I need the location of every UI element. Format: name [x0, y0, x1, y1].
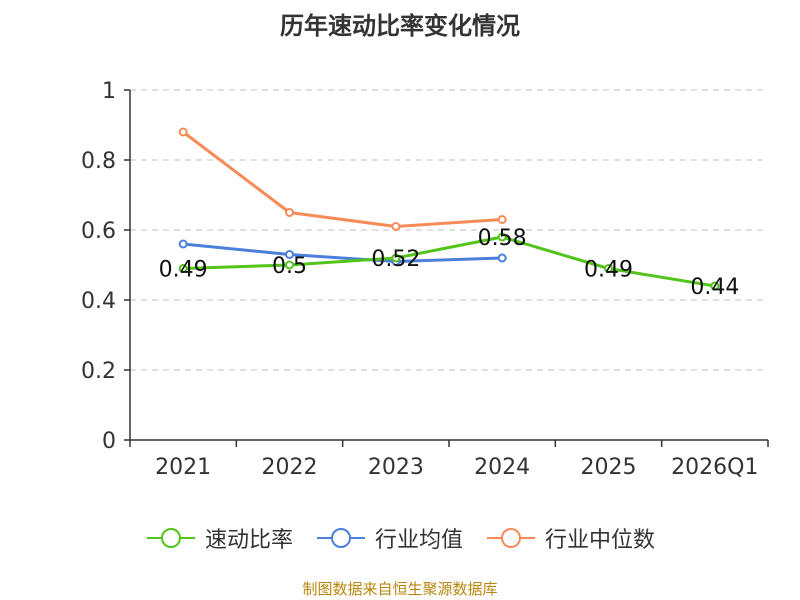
x-tick-label: 2026Q1	[671, 455, 758, 480]
x-tick-label: 2022	[262, 455, 318, 480]
legend-item-industry-mean[interactable]: 行业均值	[315, 522, 463, 554]
data-point	[178, 239, 188, 249]
data-point	[604, 264, 613, 273]
legend-marker-industry-mean	[316, 528, 365, 548]
y-tick-label: 0.4	[81, 289, 116, 314]
legend-label-industry-mean: 行业均值	[374, 528, 463, 553]
x-tick-label: 2024	[474, 455, 530, 480]
x-tick-label: 2025	[581, 455, 637, 480]
data-point	[391, 222, 401, 231]
data-point	[391, 253, 401, 263]
y-tick-label: 0	[102, 429, 116, 454]
legend: 速动比率 行业均值 行业中位数	[0, 522, 800, 554]
x-tick-label: 2023	[368, 455, 424, 480]
data-point	[285, 260, 294, 270]
data-point	[178, 264, 188, 273]
data-point	[497, 253, 507, 263]
series-line	[182, 130, 503, 228]
data-label: 0.49	[584, 258, 633, 283]
data-point	[710, 281, 720, 291]
data-point	[285, 250, 294, 259]
data-label: 0.49	[159, 258, 208, 283]
series-line	[183, 242, 503, 263]
y-tick-label: 0.6	[81, 219, 116, 244]
data-label: 0.52	[371, 247, 420, 272]
y-tick-label: 1	[102, 79, 116, 104]
chart-title: 历年速动比率变化情况	[280, 12, 520, 40]
data-label: 0.58	[478, 226, 527, 251]
data-label: 0.5	[272, 254, 307, 279]
legend-label-industry-median: 行业中位数	[545, 528, 656, 553]
series-line	[183, 235, 716, 288]
y-tick-label: 0.8	[81, 149, 116, 174]
data-point	[178, 127, 188, 137]
data-source-note: 制图数据来自恒生聚源数据库	[302, 580, 498, 598]
data-point	[285, 208, 294, 217]
y-tick-label: 0.2	[81, 359, 116, 384]
legend-marker-industry-median	[487, 528, 535, 548]
legend-item-quick-ratio[interactable]: 速动比率	[145, 522, 293, 554]
legend-label-quick-ratio: 速动比率	[204, 528, 293, 553]
x-tick-label: 2021	[155, 455, 211, 480]
legend-marker-quick-ratio	[146, 528, 195, 548]
data-point	[497, 232, 507, 242]
data-label: 0.44	[690, 275, 739, 300]
data-point	[497, 215, 507, 224]
legend-item-industry-median[interactable]: 行业中位数	[485, 522, 655, 554]
